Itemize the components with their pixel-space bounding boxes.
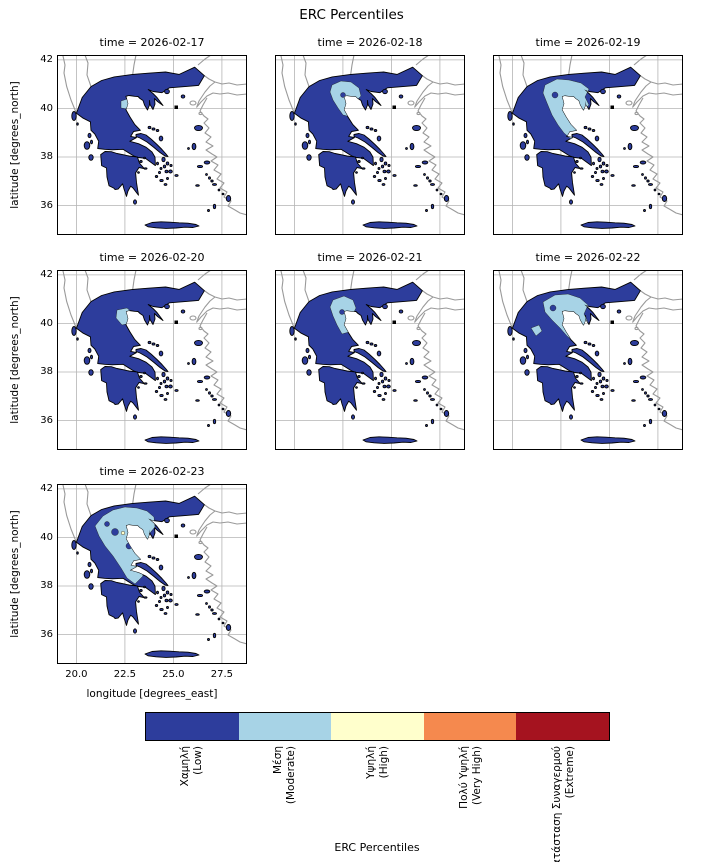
colorbar-tick-extreme-en: (Extreme)	[563, 746, 576, 799]
colorbar-tick-extreme-el: Κατάσταση Συναγερμού	[550, 746, 563, 862]
greece-map	[57, 484, 247, 664]
colorbar-segment-high	[331, 713, 424, 740]
subplot-2026-02-23: time = 2026-02-23 42 40 38 36 latitude […	[9, 462, 247, 700]
colorbar-tick-low: Χαμηλή (Low)	[179, 746, 205, 862]
colorbar-segment-very-high	[423, 713, 517, 740]
y-axis-label: latitude [degrees_north]	[9, 81, 21, 209]
ytick-label: 40	[40, 317, 53, 329]
greece-map	[57, 270, 247, 450]
colorbar	[145, 712, 610, 741]
ytick-label: 38	[40, 366, 53, 377]
colorbar-tick-extreme: Κατάσταση Συναγερμού (Extreme)	[551, 746, 577, 862]
colorbar-segment-low	[146, 713, 239, 740]
subplot-title: time = 2026-02-19	[535, 36, 641, 49]
greece-map	[493, 270, 683, 450]
subplot-2026-02-22: time = 2026-02-22	[493, 248, 683, 450]
y-axis-label: latitude [degrees_north]	[9, 510, 21, 638]
greece-map	[275, 270, 465, 450]
subplot-2026-02-19: time = 2026-02-19	[493, 33, 683, 235]
ytick-label: 40	[40, 531, 53, 543]
xtick-label: 25.0	[162, 669, 185, 680]
y-axis-label: latitude [degrees_north]	[9, 296, 21, 424]
subplot-title: time = 2026-02-20	[99, 251, 205, 264]
subplot-title: time = 2026-02-22	[535, 251, 641, 264]
subplot-title: time = 2026-02-21	[317, 251, 423, 264]
x-axis-label: longitude [degrees_east]	[86, 688, 218, 700]
greece-map	[57, 55, 247, 235]
xtick-label: 22.5	[113, 669, 137, 680]
subplot-2026-02-18: time = 2026-02-18	[275, 33, 465, 235]
ytick-label: 36	[40, 628, 53, 640]
colorbar-tick-low-el: Χαμηλή	[178, 746, 191, 787]
subplot-2026-02-21: time = 2026-02-21	[275, 248, 465, 450]
greece-map	[493, 55, 683, 235]
ytick-label: 42	[40, 482, 53, 494]
figure-title: ERC Percentiles	[299, 7, 404, 23]
subplot-title: time = 2026-02-17	[99, 36, 205, 49]
ytick-label: 38	[40, 151, 53, 162]
colorbar-tick-low-en: (Low)	[191, 746, 204, 775]
ytick-label: 38	[40, 580, 53, 591]
subplot-title: time = 2026-02-23	[99, 465, 205, 478]
ytick-label: 40	[40, 102, 53, 114]
subplot-2026-02-20: time = 2026-02-20 42 40 38 36 latitude […	[9, 248, 247, 450]
ytick-label: 42	[40, 268, 53, 280]
ytick-label: 36	[40, 199, 53, 211]
greece-map	[275, 55, 465, 235]
colorbar-segment-extreme	[516, 713, 609, 740]
ytick-label: 42	[40, 53, 53, 65]
subplot-title: time = 2026-02-18	[317, 36, 423, 49]
colorbar-axis-label: ERC Percentiles	[334, 841, 420, 854]
ytick-label: 36	[40, 414, 53, 426]
colorbar-segment-moderate	[238, 713, 332, 740]
xtick-label: 27.5	[210, 669, 234, 680]
subplot-2026-02-17: time = 2026-02-17 42 40 38 36 latitude […	[9, 33, 247, 235]
xtick-label: 20.0	[65, 669, 88, 680]
